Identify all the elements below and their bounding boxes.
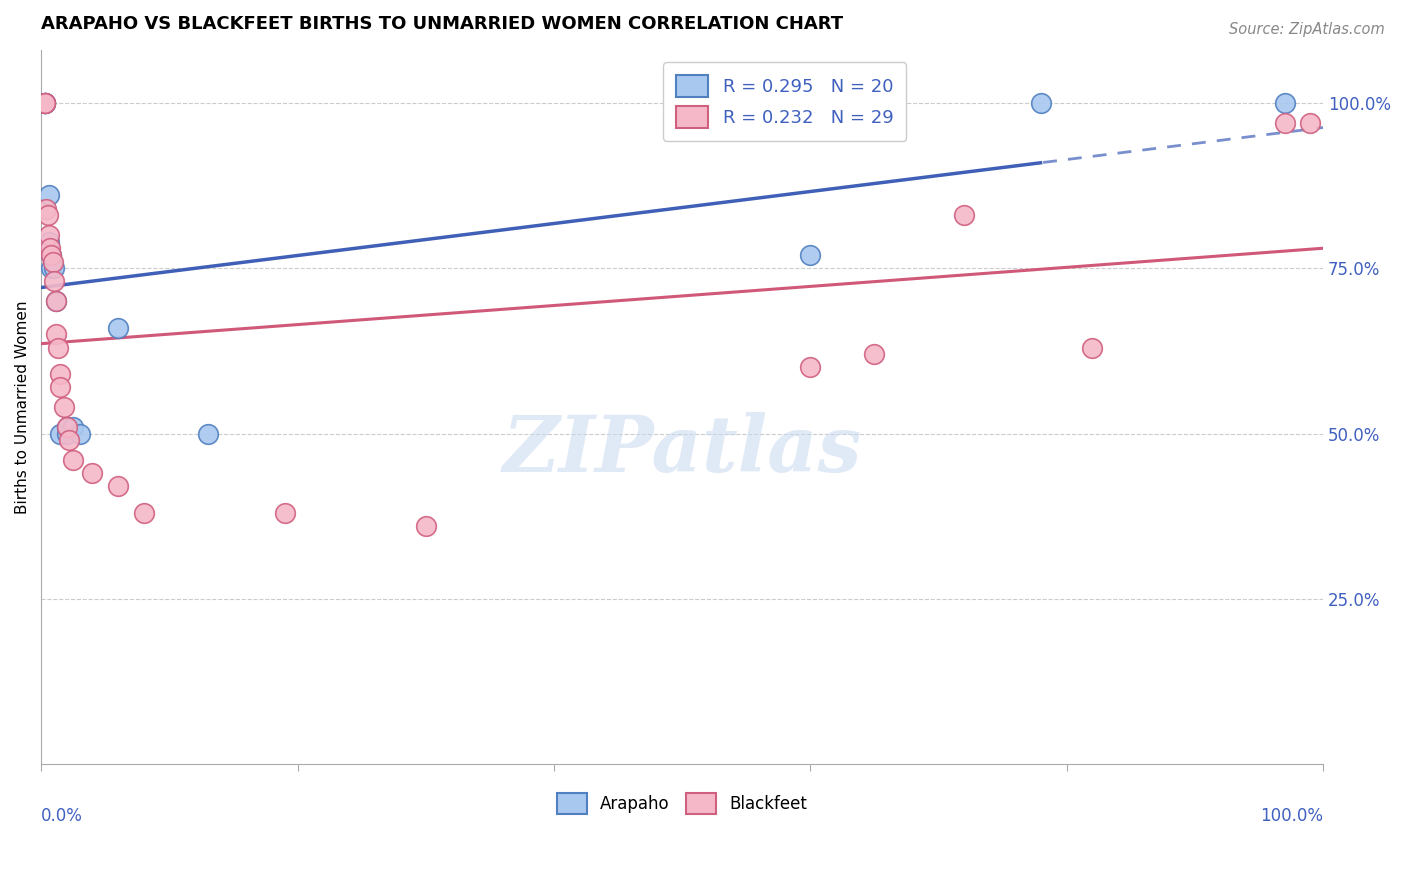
Point bbox=[107, 320, 129, 334]
Point bbox=[34, 95, 56, 110]
Point bbox=[38, 188, 60, 202]
Point bbox=[1029, 95, 1052, 110]
Point bbox=[62, 420, 84, 434]
Text: ZIPatlas: ZIPatlas bbox=[502, 412, 862, 488]
Point bbox=[53, 400, 76, 414]
Point bbox=[34, 95, 56, 110]
Point bbox=[799, 360, 821, 375]
Point bbox=[197, 426, 219, 441]
Point bbox=[38, 228, 60, 243]
Point bbox=[58, 433, 80, 447]
Point bbox=[49, 367, 72, 381]
Point bbox=[62, 453, 84, 467]
Point bbox=[34, 95, 56, 110]
Point bbox=[55, 420, 77, 434]
Point bbox=[42, 261, 65, 276]
Point bbox=[37, 208, 59, 222]
Text: Source: ZipAtlas.com: Source: ZipAtlas.com bbox=[1229, 22, 1385, 37]
Point bbox=[799, 248, 821, 262]
Text: 0.0%: 0.0% bbox=[41, 807, 83, 825]
Point bbox=[82, 466, 104, 480]
Point bbox=[1274, 115, 1296, 129]
Point bbox=[41, 254, 63, 268]
Point bbox=[45, 294, 67, 309]
Point bbox=[69, 426, 91, 441]
Point bbox=[1299, 115, 1322, 129]
Point bbox=[45, 327, 67, 342]
Point bbox=[38, 235, 60, 249]
Point bbox=[45, 294, 67, 309]
Text: 100.0%: 100.0% bbox=[1260, 807, 1323, 825]
Point bbox=[132, 506, 155, 520]
Point bbox=[107, 479, 129, 493]
Point bbox=[39, 241, 62, 255]
Point bbox=[34, 95, 56, 110]
Point bbox=[1081, 341, 1104, 355]
Point bbox=[55, 420, 77, 434]
Y-axis label: Births to Unmarried Women: Births to Unmarried Women bbox=[15, 301, 30, 514]
Point bbox=[41, 248, 63, 262]
Point bbox=[41, 261, 63, 276]
Point bbox=[34, 95, 56, 110]
Point bbox=[46, 341, 69, 355]
Point bbox=[273, 506, 295, 520]
Point bbox=[41, 248, 63, 262]
Point bbox=[34, 95, 56, 110]
Text: ARAPAHO VS BLACKFEET BIRTHS TO UNMARRIED WOMEN CORRELATION CHART: ARAPAHO VS BLACKFEET BIRTHS TO UNMARRIED… bbox=[41, 15, 844, 33]
Point bbox=[49, 426, 72, 441]
Point bbox=[42, 274, 65, 288]
Point bbox=[55, 426, 77, 441]
Point bbox=[35, 202, 58, 216]
Point bbox=[49, 380, 72, 394]
Point bbox=[1274, 95, 1296, 110]
Point bbox=[415, 519, 437, 533]
Point bbox=[863, 347, 886, 361]
Point bbox=[953, 208, 976, 222]
Legend: Arapaho, Blackfeet: Arapaho, Blackfeet bbox=[550, 787, 814, 821]
